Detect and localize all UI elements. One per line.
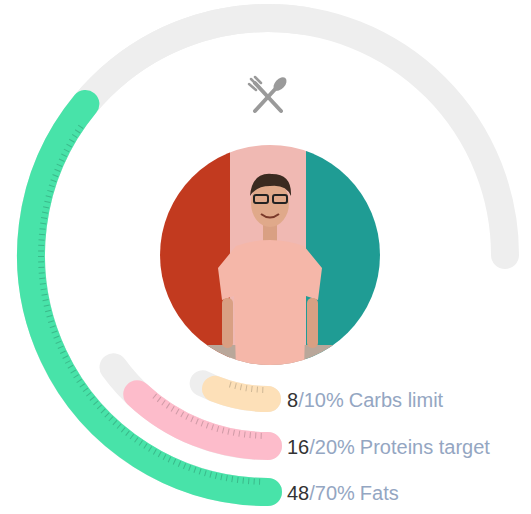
photo-hair: [250, 174, 291, 196]
target-label: /10%: [298, 389, 344, 411]
series-name: Proteins target: [360, 436, 491, 458]
target-label: /70%: [309, 482, 355, 504]
target-track: [203, 383, 268, 399]
photo-stripe: [155, 140, 230, 370]
target-track: [113, 367, 268, 446]
series-label: 8/10%Carbs limit: [287, 389, 444, 411]
photo: [155, 140, 386, 375]
meal-icon: [249, 75, 289, 111]
axis-track: [31, 18, 505, 492]
series-name: Carbs limit: [349, 389, 444, 411]
photo-stripe: [306, 140, 386, 370]
chart: 48/70%Fats 16/20%Proteins target 8/10%Carb…: [0, 0, 531, 514]
photo-smile: [261, 214, 279, 218]
series-label: 16/20%Proteins target: [287, 436, 490, 458]
photo-glasses: [273, 195, 287, 203]
value-label: 48: [287, 482, 309, 504]
photo-arm: [222, 298, 233, 348]
fork-tines: [249, 77, 261, 90]
value-label: 16: [287, 436, 309, 458]
photo-arm: [307, 298, 318, 348]
photo-shirt: [218, 240, 322, 370]
series-label: 48/70%Fats: [287, 482, 399, 504]
target-label: /20%: [309, 436, 355, 458]
spoon-head: [271, 75, 289, 94]
value-arc: [215, 389, 268, 399]
value-label: 8: [287, 389, 298, 411]
series-name: Fats: [360, 482, 399, 504]
arc-ticks: [227, 384, 263, 390]
photo-glasses: [254, 195, 268, 203]
